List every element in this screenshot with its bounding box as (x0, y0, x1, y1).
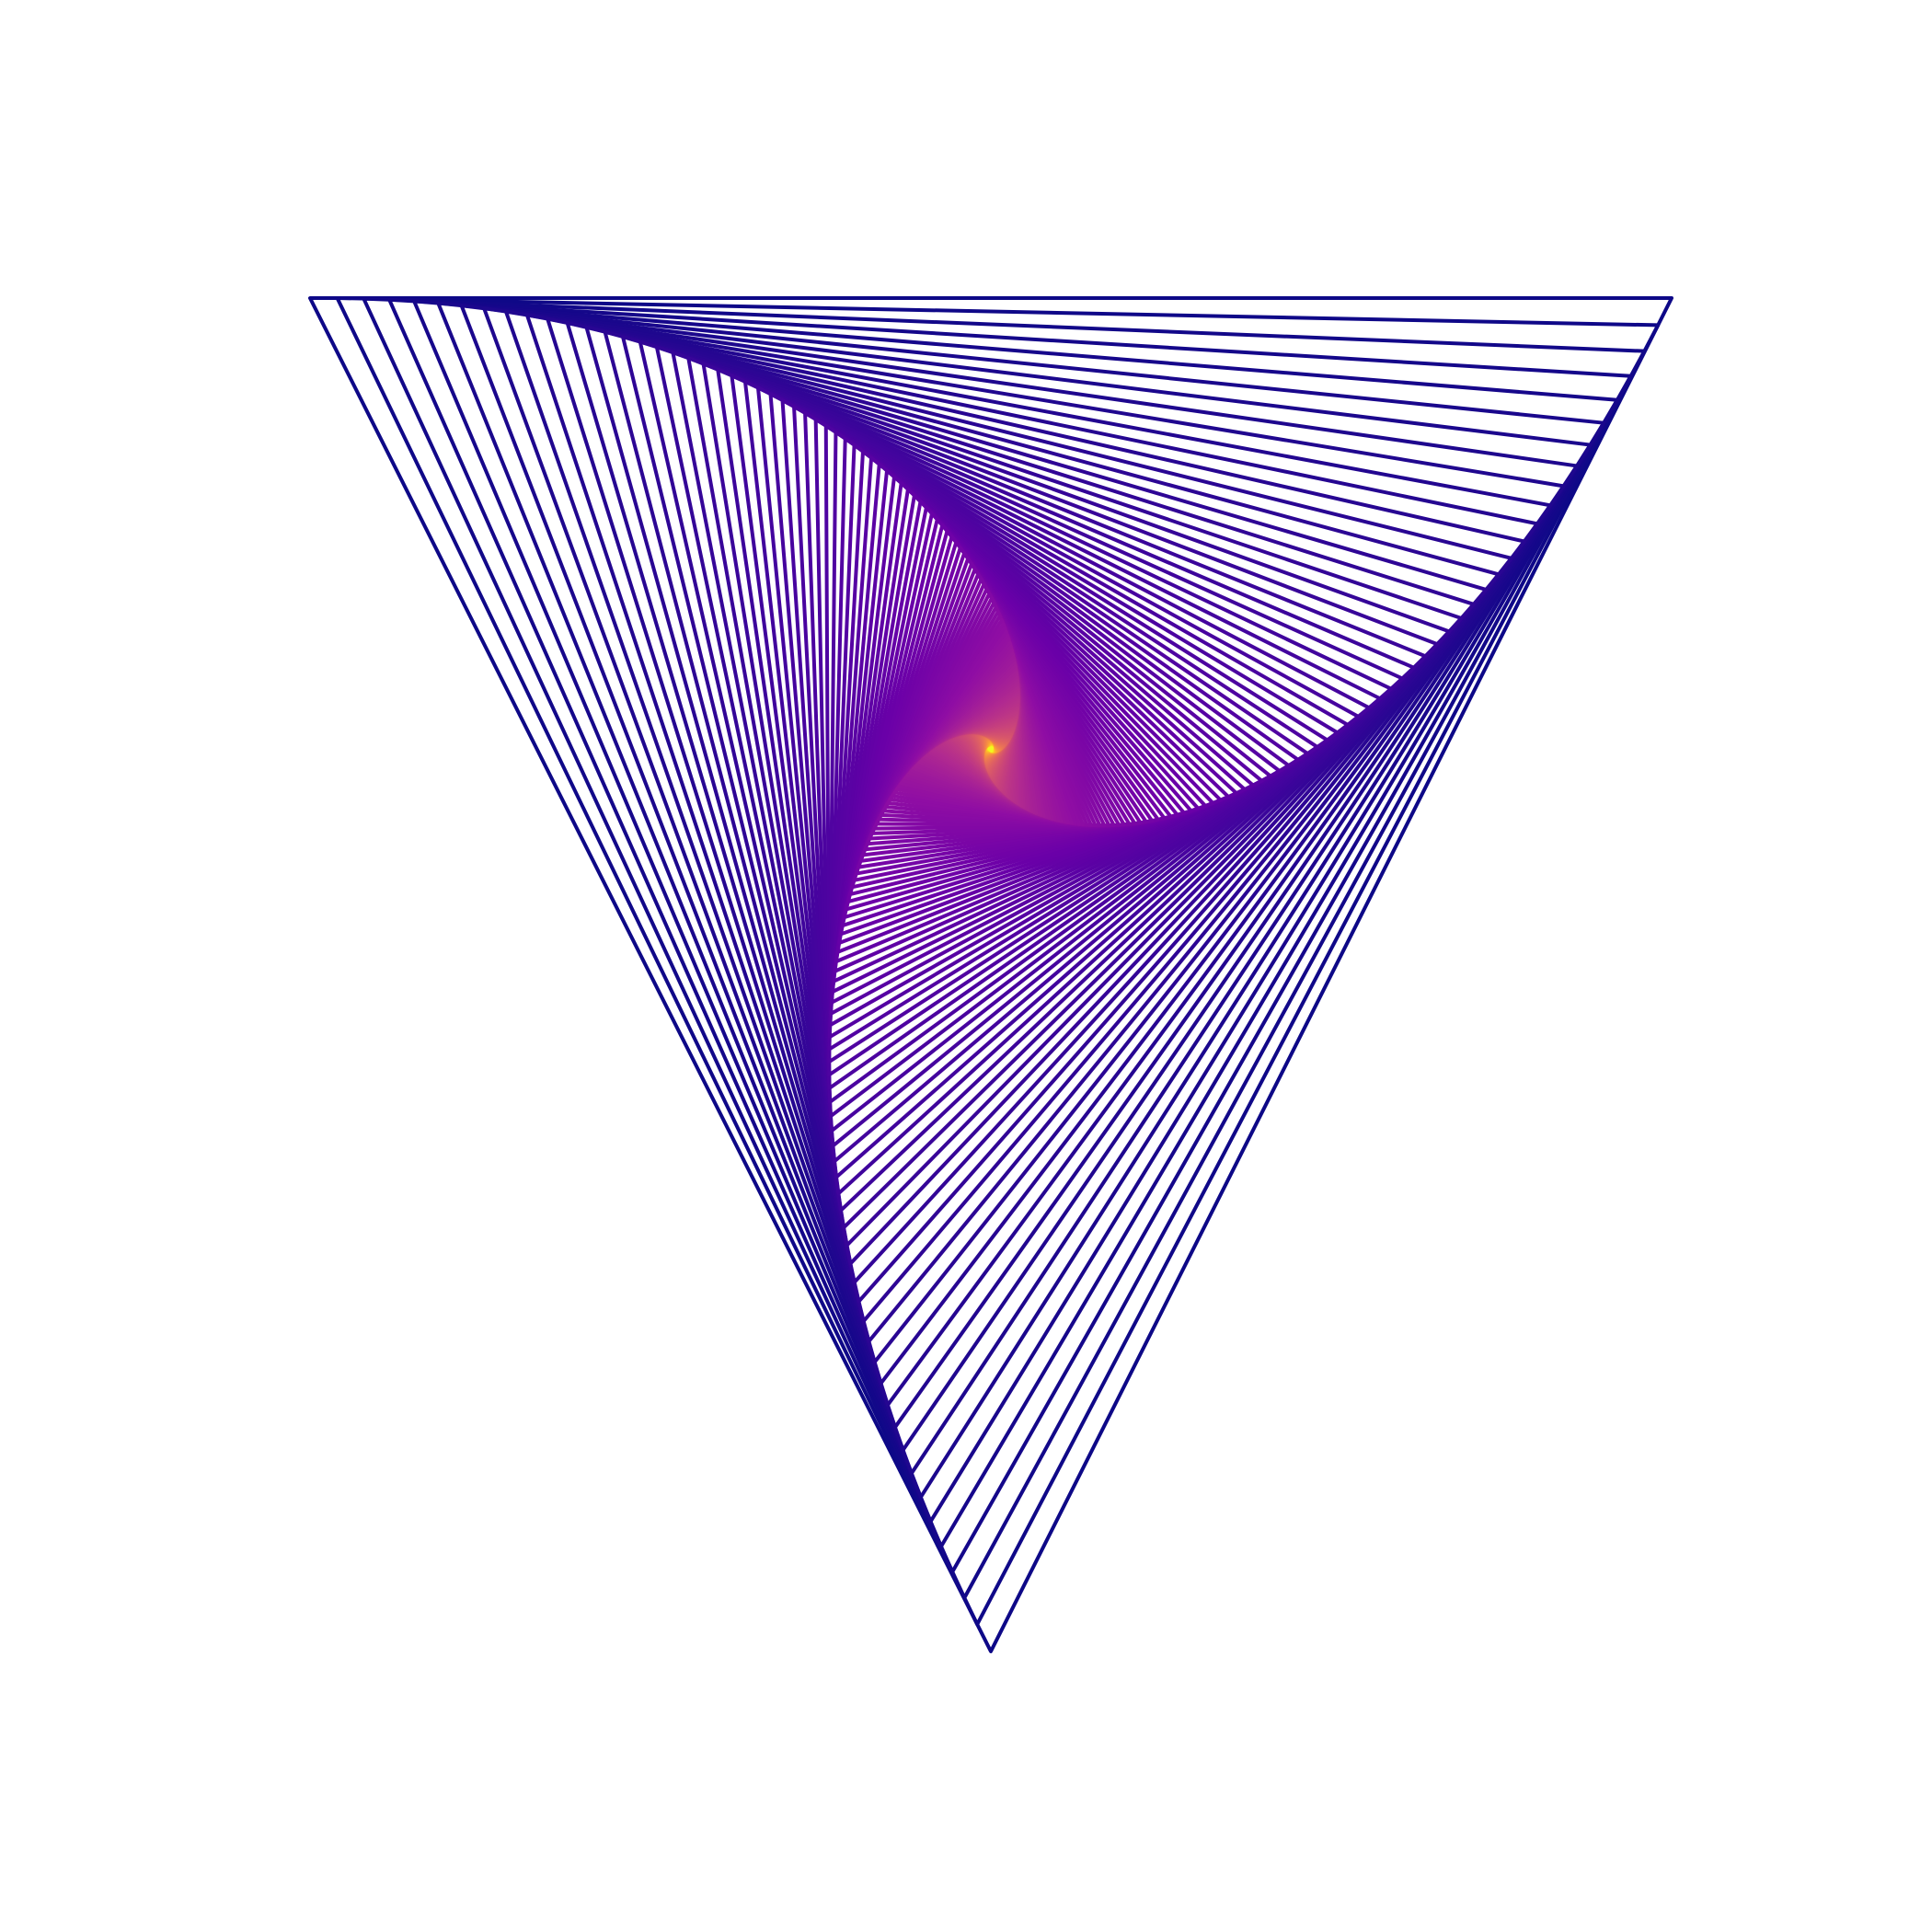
triangle-outline (834, 487, 1231, 964)
triangle-outline (850, 540, 1167, 890)
triangle-outline (638, 339, 1476, 1304)
triangle-outline (987, 746, 994, 753)
triangle-outline (742, 379, 1393, 1179)
triangle-outline (482, 306, 1579, 1476)
triangle-outline (829, 455, 1272, 1016)
triangle-outline (780, 398, 1361, 1133)
triangle-outline (459, 304, 1593, 1500)
triangle-outline (842, 517, 1193, 920)
triangle-outline (621, 335, 1489, 1324)
triangle-outline (671, 351, 1452, 1266)
triangle-outline (546, 316, 1539, 1408)
triangle-outline (701, 362, 1428, 1230)
triangle-outline (877, 601, 1102, 828)
triangle-outline (335, 296, 1661, 1627)
triangle-outline (387, 297, 1633, 1574)
triangle-outline (362, 296, 1647, 1600)
triangle-outline (852, 546, 1160, 882)
triangle-outline (837, 500, 1215, 945)
triangle-outline (412, 299, 1619, 1548)
triangle-outline (879, 605, 1098, 828)
triangle-outline (827, 436, 1300, 1052)
triangle-outline (827, 430, 1310, 1064)
triangle-outline (830, 468, 1256, 995)
triangle-outline (768, 392, 1372, 1148)
triangle-outline (565, 320, 1526, 1386)
triangle-outline (854, 551, 1155, 876)
triangle-outline (840, 512, 1201, 928)
triangle-outline (835, 493, 1223, 954)
triangle-outline (829, 462, 1264, 1005)
triangle-outline (860, 567, 1137, 857)
triangle-outline (823, 423, 1319, 1077)
triangle-outline (308, 296, 1673, 1653)
triangle-outline (844, 523, 1187, 912)
triangle-outline (827, 443, 1291, 1040)
triangle-outline (755, 385, 1382, 1164)
triangle-outline (503, 309, 1566, 1453)
triangle-outline (524, 313, 1553, 1430)
triangle-outline (857, 557, 1148, 869)
triangle-outline (584, 325, 1513, 1364)
triangle-outline (833, 481, 1238, 973)
triangle-outline (874, 596, 1107, 828)
triangle-outline (686, 356, 1440, 1248)
triangle-outline (792, 404, 1350, 1119)
triangle-outline (603, 329, 1501, 1343)
triangle-outline (838, 505, 1208, 937)
triangle-outline (436, 301, 1606, 1524)
triangle-outline (872, 592, 1111, 831)
nested-triangles-group (308, 296, 1673, 1653)
triangle-outline (813, 417, 1329, 1090)
triangle-outline (845, 529, 1179, 904)
triangle-outline (847, 535, 1173, 897)
triangle-outline (832, 475, 1247, 983)
triangle-outline (730, 374, 1405, 1196)
triangle-outline (858, 561, 1143, 863)
triangle-outline (716, 367, 1416, 1213)
triangle-outline (654, 345, 1464, 1284)
triangle-outline (863, 572, 1132, 852)
triangle-outline (869, 587, 1116, 835)
triangle-outline (868, 581, 1121, 841)
triangle-outline (828, 449, 1282, 1028)
triangle-outline (865, 577, 1126, 846)
triangle-outline (803, 410, 1340, 1104)
